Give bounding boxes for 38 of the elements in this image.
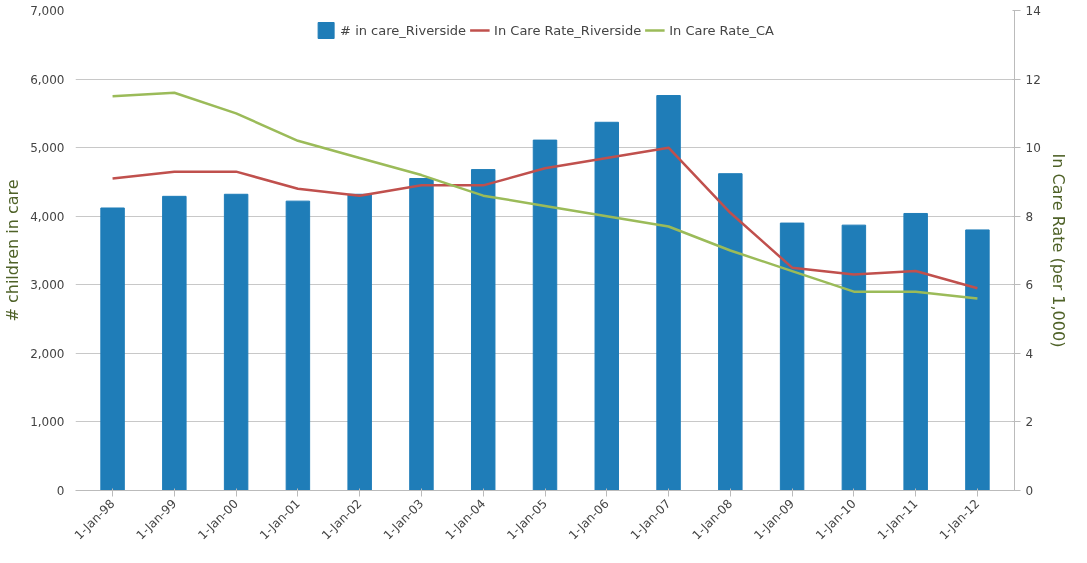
y-tick-label: 6,000 bbox=[30, 72, 65, 87]
bar bbox=[965, 229, 990, 491]
y2-tick-label: 10 bbox=[1025, 141, 1041, 156]
bar bbox=[718, 173, 743, 491]
bar bbox=[409, 178, 434, 491]
bar bbox=[223, 193, 249, 491]
y-tick-label: 3,000 bbox=[30, 278, 65, 293]
bar bbox=[470, 169, 496, 491]
legend-label: In Care Rate_Riverside bbox=[494, 22, 642, 38]
bar bbox=[100, 207, 125, 491]
bar bbox=[162, 195, 187, 491]
bar bbox=[532, 139, 558, 491]
bar bbox=[285, 200, 311, 491]
y-tick-label: 4,000 bbox=[30, 209, 65, 224]
bar bbox=[347, 193, 372, 491]
legend-label: # in care_Riverside bbox=[340, 22, 467, 38]
bar bbox=[656, 95, 681, 491]
y2-axis-title: In Care Rate (per 1,000) bbox=[1048, 153, 1068, 348]
bar bbox=[841, 224, 867, 491]
y-tick-label: 2,000 bbox=[30, 346, 65, 361]
bar bbox=[903, 212, 928, 491]
y-axis-title: # children in care bbox=[3, 179, 23, 322]
y2-tick-label: 4 bbox=[1025, 346, 1034, 361]
y-tick-label: 7,000 bbox=[30, 4, 65, 18]
legend-label: In Care Rate_CA bbox=[669, 22, 774, 38]
y2-tick-label: 8 bbox=[1025, 209, 1034, 224]
line-series bbox=[111, 146, 979, 290]
y2-tick-label: 12 bbox=[1025, 72, 1041, 87]
bar bbox=[779, 222, 805, 491]
y-tick-label: 5,000 bbox=[30, 141, 65, 156]
line-series bbox=[111, 91, 979, 300]
bar bbox=[594, 121, 620, 491]
y2-tick-label: 2 bbox=[1025, 415, 1034, 430]
y2-tick-label: 0 bbox=[1025, 484, 1034, 498]
y-tick-label: 0 bbox=[56, 484, 65, 498]
y2-tick-label: 14 bbox=[1025, 4, 1041, 18]
y-tick-label: 1,000 bbox=[30, 415, 65, 430]
y2-tick-label: 6 bbox=[1025, 278, 1034, 293]
